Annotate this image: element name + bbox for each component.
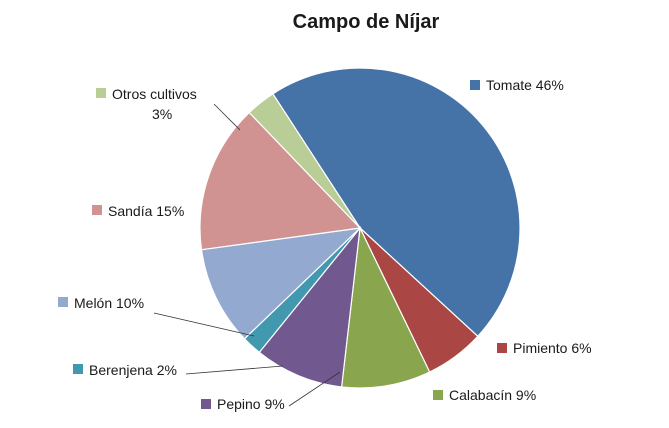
pie-slice-calabac-n [340, 225, 431, 389]
data-label: Sandía 15% [108, 203, 184, 219]
legend-key [58, 297, 68, 307]
data-label: Pimiento 6% [513, 340, 592, 356]
pie-slice-mel-n [200, 227, 362, 340]
legend-key [433, 390, 443, 400]
data-label: Otros cultivos 3% [112, 86, 197, 122]
legend-key [201, 399, 211, 409]
data-label: Berenjena 2% [89, 362, 177, 378]
data-label: Calabacín 9% [449, 387, 536, 403]
pie-slice-pepino [258, 226, 361, 388]
leader-line [185, 365, 284, 375]
legend-key [73, 364, 83, 374]
legend-key [92, 205, 102, 215]
data-label: Melón 10% [74, 295, 144, 311]
pie-slice-otros-cultivos [248, 92, 361, 229]
legend-key [470, 80, 480, 90]
leader-line [288, 371, 341, 407]
legend-key [96, 88, 106, 98]
data-label: Tomate 46% [486, 77, 564, 93]
pie-slice-tomate [272, 67, 521, 338]
pie-slice-sand-a [199, 111, 362, 251]
leader-line [153, 312, 255, 337]
legend-key [497, 343, 507, 353]
data-label: Pepino 9% [217, 396, 285, 412]
chart-title: Campo de Níjar [293, 11, 440, 33]
leader-line [213, 103, 241, 131]
